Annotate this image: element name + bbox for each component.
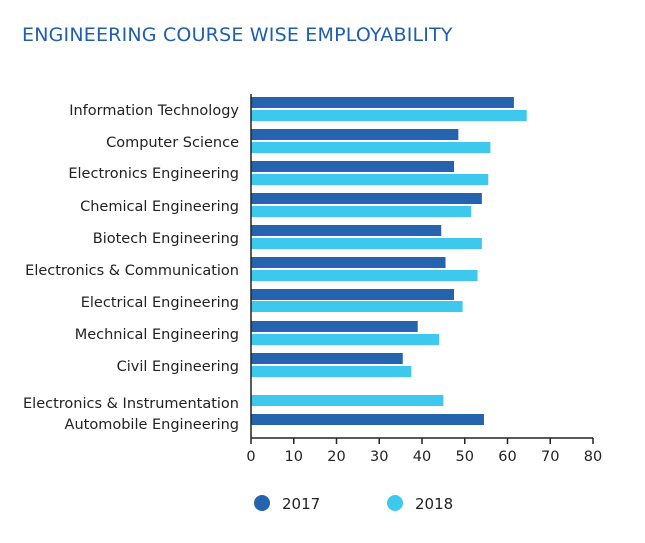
category-label: Electronics & Communication [25, 263, 239, 279]
x-tick-label: 10 [285, 449, 303, 465]
legend-label-2017: 2017 [282, 495, 320, 513]
category-label: Automobile Engineering [65, 417, 239, 433]
x-tick-label: 40 [413, 449, 431, 465]
bar-2018-7 [251, 301, 463, 312]
category-label: Chemical Engineering [80, 199, 239, 215]
bar-2018-3 [251, 174, 489, 185]
bar-2018-6 [251, 270, 478, 281]
category-label: Mechnical Engineering [75, 327, 239, 343]
bar-2018-4 [251, 206, 472, 217]
x-tick-label: 0 [246, 449, 255, 465]
bar-2018-1 [251, 110, 527, 121]
bar-2017-3 [251, 161, 455, 172]
category-label: Electrical Engineering [81, 295, 239, 311]
chart-title: ENGINEERING COURSE WISE EMPLOYABILITY [22, 24, 453, 46]
bar-2017-9 [251, 353, 403, 364]
category-label: Civil Engineering [117, 359, 239, 375]
bar-2017-7 [251, 289, 455, 300]
bar-2018-2 [251, 142, 491, 153]
category-label: Computer Science [106, 135, 239, 151]
legend-marker-2018 [387, 495, 403, 511]
bar-2017-11 [251, 414, 484, 425]
bar-2018-8 [251, 334, 440, 345]
bar-2018-10 [251, 395, 444, 406]
bar-2017-8 [251, 321, 418, 332]
x-tick-label: 80 [584, 449, 602, 465]
bar-2017-2 [251, 129, 459, 140]
bar-2017-4 [251, 193, 482, 204]
bar-2017-5 [251, 225, 442, 236]
x-tick-label: 30 [370, 449, 388, 465]
bar-2018-9 [251, 366, 412, 377]
legend-marker-2017 [254, 495, 270, 511]
category-label: Electronics & Instrumentation [23, 396, 239, 412]
x-tick-label: 70 [541, 449, 559, 465]
category-label: Electronics Engineering [68, 166, 239, 182]
category-label: Information Technology [69, 103, 239, 119]
x-tick-label: 60 [498, 449, 516, 465]
bar-2017-6 [251, 257, 446, 268]
legend-label-2018: 2018 [415, 495, 453, 513]
x-tick-label: 20 [327, 449, 345, 465]
category-label: Biotech Engineering [93, 231, 239, 247]
x-tick-label: 50 [456, 449, 474, 465]
bar-2017-1 [251, 97, 514, 108]
bar-2018-5 [251, 238, 482, 249]
